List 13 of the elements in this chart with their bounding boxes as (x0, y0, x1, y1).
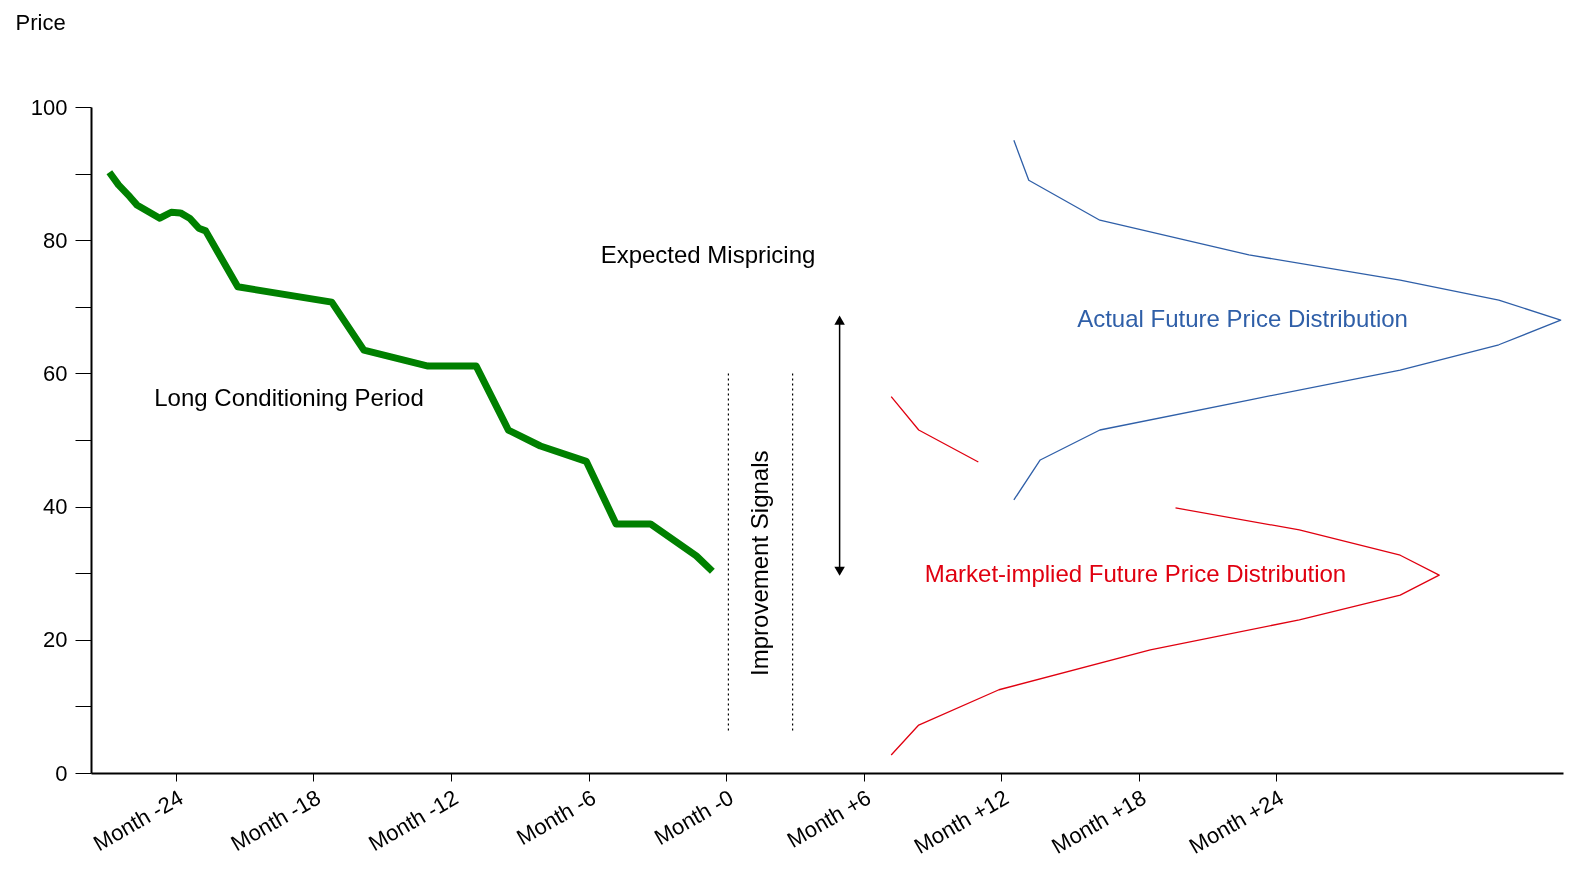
annotation: Long Conditioning Period (154, 384, 424, 411)
y-tick-label: 20 (43, 627, 68, 653)
line-series (1013, 139, 1562, 501)
y-tick-label: 40 (43, 494, 68, 520)
annotation: Expected Mispricing (600, 241, 816, 268)
series-label: Market-implied Future Price Distribution (924, 560, 1347, 588)
y-tick-label: 100 (30, 94, 68, 120)
y-tick-label: 80 (43, 227, 68, 253)
y-tick-label: 0 (55, 760, 68, 786)
series-label: Actual Future Price Distribution (1077, 305, 1408, 333)
y-axis-title: Price (15, 9, 66, 35)
ref-line-label: Improvement Signals (745, 450, 773, 676)
y-tick-label: 60 (43, 360, 68, 386)
